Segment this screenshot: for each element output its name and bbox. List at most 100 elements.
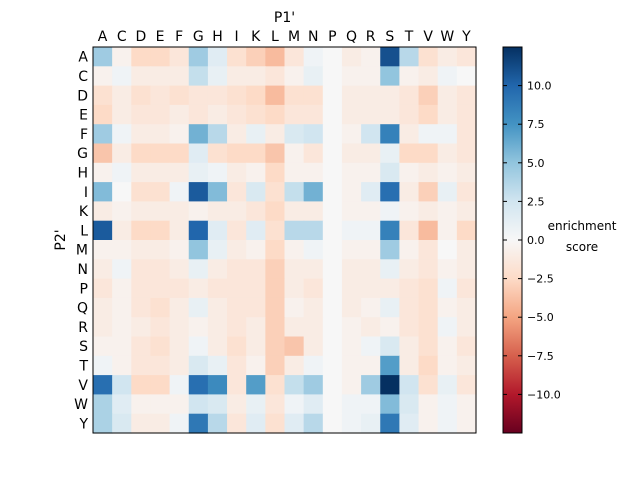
heatmap-cell-V-Q [341, 375, 362, 395]
x-tick-label: T [404, 29, 414, 45]
heatmap-cell-P-K [246, 278, 266, 299]
heatmap-cell-E-I [227, 104, 247, 125]
x-tick-label: W [440, 29, 454, 45]
heatmap-cell-C-L [265, 66, 286, 87]
heatmap-cell-F-P [322, 124, 343, 145]
y-tick-label: W [74, 397, 88, 413]
heatmap-cell-S-E [150, 336, 171, 357]
heatmap-cell-A-F [169, 47, 190, 67]
heatmap-cell-G-L [265, 143, 286, 164]
heatmap-cell-K-V [418, 201, 439, 222]
heatmap-cell-H-E [150, 162, 171, 183]
heatmap-cell-T-A [93, 355, 113, 376]
heatmap-cell-D-N [303, 85, 324, 106]
heatmap-cell-R-P [322, 317, 343, 338]
heatmap-cell-Q-C [112, 297, 132, 318]
heatmap-cell-F-F [169, 124, 190, 145]
x-tick-label: E [156, 29, 165, 45]
heatmap-cell-I-N [303, 182, 324, 202]
heatmap-cell-P-C [112, 278, 132, 299]
heatmap-cell-G-E [150, 143, 171, 164]
heatmap-cell-A-D [131, 47, 152, 67]
heatmap-cell-C-Y [456, 66, 477, 87]
heatmap-cell-V-D [131, 375, 152, 395]
heatmap-cell-K-I [227, 201, 247, 222]
y-tick-label: H [77, 165, 88, 181]
heatmap-cell-M-C [112, 240, 132, 260]
heatmap-cell-M-T [399, 240, 420, 260]
heatmap-cell-H-H [207, 162, 228, 183]
heatmap-cell-E-F [169, 104, 190, 125]
heatmap-cell-E-S [380, 104, 400, 125]
heatmap-cell-F-C [112, 124, 132, 145]
heatmap-cell-M-G [188, 240, 209, 260]
heatmap-cell-I-A [93, 182, 113, 202]
heatmap-cell-M-E [150, 240, 171, 260]
heatmap-cell-E-H [207, 104, 228, 125]
heatmap-cell-S-V [418, 336, 439, 357]
heatmap-cell-K-T [399, 201, 420, 222]
heatmap-cell-R-Q [341, 317, 362, 338]
heatmap-cell-M-K [246, 240, 266, 260]
heatmap-cell-V-K [246, 375, 266, 395]
heatmap-cell-F-I [227, 124, 247, 145]
heatmap-cell-I-G [188, 182, 209, 202]
heatmap-cell-R-K [246, 317, 266, 338]
y-tick-label: C [78, 69, 88, 85]
heatmap-cell-Y-A [93, 413, 113, 434]
heatmap-cell-T-Y [456, 355, 477, 376]
heatmap-cell-F-S [380, 124, 400, 145]
heatmap-cell-C-C [112, 66, 132, 87]
heatmap-cell-D-H [207, 85, 228, 106]
heatmap-cell-A-E [150, 47, 171, 67]
heatmap-cell-G-N [303, 143, 324, 164]
heatmap-cell-M-F [169, 240, 190, 260]
heatmap-cell-S-P [322, 336, 343, 357]
heatmap-cell-W-D [131, 394, 152, 415]
heatmap-cell-N-S [380, 259, 400, 280]
heatmap-cell-T-G [188, 355, 209, 376]
heatmap-cell-G-F [169, 143, 190, 164]
heatmap-cell-N-M [284, 259, 305, 280]
heatmap-cell-G-W [437, 143, 458, 164]
heatmap-cell-R-H [207, 317, 228, 338]
heatmap-cell-I-F [169, 182, 190, 202]
heatmap-cell-N-G [188, 259, 209, 280]
heatmap-cell-V-F [169, 375, 190, 395]
heatmap-cell-M-N [303, 240, 324, 260]
heatmap-cell-E-W [437, 104, 458, 125]
heatmap-cell-G-M [284, 143, 305, 164]
heatmap-cell-E-N [303, 104, 324, 125]
heatmap-cell-W-E [150, 394, 171, 415]
colorbar-tick-label: −10.0 [527, 388, 561, 401]
heatmap-cell-K-A [93, 201, 113, 222]
heatmap-cell-W-H [207, 394, 228, 415]
x-tick-label: F [175, 29, 183, 45]
heatmap-cell-S-G [188, 336, 209, 357]
heatmap-cell-N-E [150, 259, 171, 280]
heatmap-cells [93, 47, 477, 434]
heatmap-cell-Y-R [361, 413, 381, 434]
heatmap-cell-L-F [169, 220, 190, 241]
heatmap-cell-W-L [265, 394, 286, 415]
heatmap-cell-L-N [303, 220, 324, 241]
y-tick-label: G [77, 146, 88, 162]
heatmap-cell-N-P [322, 259, 343, 280]
heatmap-cell-E-K [246, 104, 266, 125]
heatmap-cell-Q-M [284, 297, 305, 318]
heatmap-cell-Q-Q [341, 297, 362, 318]
colorbar-tick-label: 10.0 [527, 80, 552, 93]
heatmap-cell-H-N [303, 162, 324, 183]
y-tick-label: A [78, 50, 88, 66]
heatmap-cell-D-P [322, 85, 343, 106]
heatmap-cell-N-Y [456, 259, 477, 280]
heatmap-cell-F-W [437, 124, 458, 145]
heatmap-cell-P-M [284, 278, 305, 299]
heatmap-cell-L-I [227, 220, 247, 241]
heatmap-cell-V-R [361, 375, 381, 395]
heatmap-cell-Q-L [265, 297, 286, 318]
heatmap-cell-A-K [246, 47, 266, 67]
heatmap-cell-I-Q [341, 182, 362, 202]
heatmap-cell-Y-Q [341, 413, 362, 434]
